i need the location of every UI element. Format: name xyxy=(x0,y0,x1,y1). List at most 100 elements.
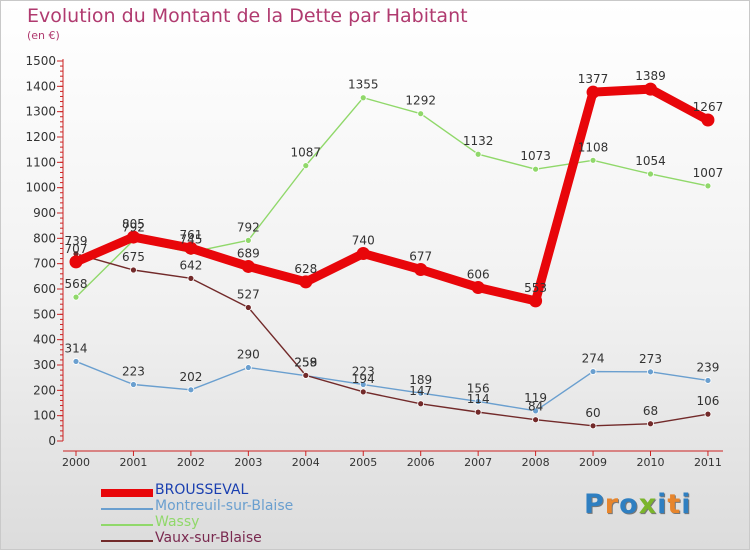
data-point-brousseval xyxy=(414,262,428,276)
y-tick-label: 1500 xyxy=(25,54,56,68)
y-tick-label: 800 xyxy=(33,231,56,245)
data-label-vaux-sur-blaise: 194 xyxy=(352,372,375,386)
data-point-montreuil-sur-blaise xyxy=(589,368,597,375)
data-label-montreuil-sur-blaise: 274 xyxy=(582,352,605,366)
data-label-brousseval: 805 xyxy=(122,217,145,231)
data-point-brousseval xyxy=(701,113,715,127)
data-label-wassy: 1355 xyxy=(348,78,379,92)
data-point-wassy xyxy=(359,94,367,102)
x-tick-label: 2006 xyxy=(407,456,435,469)
y-tick-label: 1400 xyxy=(25,79,56,93)
data-label-wassy: 568 xyxy=(65,277,88,291)
data-point-brousseval xyxy=(586,85,600,99)
data-point-vaux-sur-blaise xyxy=(532,416,539,424)
x-tick-label: 2001 xyxy=(119,456,147,469)
data-label-brousseval: 1267 xyxy=(693,100,724,114)
x-tick-label: 2005 xyxy=(349,456,377,469)
data-label-wassy: 745 xyxy=(179,232,202,246)
data-label-montreuil-sur-blaise: 223 xyxy=(352,365,375,379)
y-tick-label: 0 xyxy=(48,434,56,448)
legend-label: Vaux-sur-Blaise xyxy=(155,530,262,546)
data-label-wassy: 1132 xyxy=(463,134,494,148)
data-point-vaux-sur-blaise xyxy=(130,266,137,274)
data-label-brousseval: 761 xyxy=(179,228,202,242)
legend-swatch xyxy=(101,489,153,497)
data-point-wassy xyxy=(244,236,252,244)
data-label-wassy: 1073 xyxy=(520,149,551,163)
data-label-brousseval: 1377 xyxy=(578,72,609,86)
data-point-brousseval xyxy=(529,294,543,308)
data-labels: 707 805 761 689 628 740 677 606 553 1377 1389 1267 3… xyxy=(65,69,724,420)
logo-letter: o xyxy=(619,489,639,520)
x-tick-label: 2004 xyxy=(292,456,320,469)
data-point-montreuil-sur-blaise xyxy=(704,377,712,384)
data-label-brousseval: 707 xyxy=(65,242,88,256)
data-point-wassy xyxy=(704,182,712,190)
y-tick-label: 400 xyxy=(33,333,56,347)
data-label-montreuil-sur-blaise: 314 xyxy=(65,341,88,355)
data-label-vaux-sur-blaise: 739 xyxy=(65,234,88,248)
data-label-vaux-sur-blaise: 106 xyxy=(696,394,719,408)
x-tick-label: 2002 xyxy=(177,456,205,469)
data-point-montreuil-sur-blaise xyxy=(647,368,654,376)
data-point-montreuil-sur-blaise xyxy=(474,398,482,405)
chart-title: Evolution du Montant de la Dette par Hab… xyxy=(27,5,468,27)
data-point-vaux-sur-blaise xyxy=(704,410,712,418)
data-label-vaux-sur-blaise: 259 xyxy=(294,355,317,369)
data-point-vaux-sur-blaise xyxy=(589,422,597,430)
logo-letter: i xyxy=(681,489,692,520)
y-tick-label: 500 xyxy=(33,307,56,321)
data-point-brousseval xyxy=(126,230,140,244)
y-tick-label: 700 xyxy=(33,257,56,271)
y-tick-label: 1100 xyxy=(25,155,56,169)
legend-label: Montreuil-sur-Blaise xyxy=(155,498,294,514)
y-tick-label: 200 xyxy=(33,383,56,397)
data-label-montreuil-sur-blaise: 156 xyxy=(467,381,490,395)
data-point-wassy xyxy=(417,110,425,118)
data-label-wassy: 792 xyxy=(237,220,260,234)
data-point-vaux-sur-blaise xyxy=(187,274,195,282)
data-label-brousseval: 628 xyxy=(294,262,317,276)
series-line-wassy xyxy=(75,97,709,298)
data-point-montreuil-sur-blaise xyxy=(187,386,195,394)
data-label-montreuil-sur-blaise: 258 xyxy=(294,356,317,370)
data-label-wassy: 1108 xyxy=(578,140,609,154)
data-label-wassy: 1087 xyxy=(291,146,322,160)
data-point-brousseval xyxy=(241,259,255,273)
y-tick-label: 1000 xyxy=(25,181,56,195)
data-label-montreuil-sur-blaise: 202 xyxy=(179,370,202,384)
data-point-montreuil-sur-blaise xyxy=(532,407,539,415)
data-label-vaux-sur-blaise: 527 xyxy=(237,287,260,301)
data-label-montreuil-sur-blaise: 119 xyxy=(524,391,547,405)
logo-letter: i xyxy=(657,489,668,520)
data-label-montreuil-sur-blaise: 223 xyxy=(122,365,145,379)
data-label-brousseval: 689 xyxy=(237,246,260,260)
data-point-wassy xyxy=(589,156,597,164)
logo-letter: P xyxy=(584,489,605,520)
y-tick-label: 1300 xyxy=(25,105,56,119)
data-point-brousseval xyxy=(644,82,657,96)
data-label-montreuil-sur-blaise: 239 xyxy=(696,360,719,374)
logo-letter: r xyxy=(604,489,620,520)
data-label-wassy: 792 xyxy=(122,220,145,234)
data-label-vaux-sur-blaise: 84 xyxy=(528,400,543,414)
data-label-vaux-sur-blaise: 60 xyxy=(585,406,600,420)
legend-swatch xyxy=(101,508,153,510)
data-label-brousseval: 677 xyxy=(409,249,432,263)
x-tick-label: 2007 xyxy=(464,456,492,469)
data-label-brousseval: 1389 xyxy=(635,69,666,83)
y-tick-label: 1200 xyxy=(25,130,56,144)
data-label-montreuil-sur-blaise: 290 xyxy=(237,348,260,362)
data-point-brousseval xyxy=(184,241,198,255)
data-point-vaux-sur-blaise xyxy=(647,420,654,428)
logo-letter: t xyxy=(667,489,682,520)
series-layer xyxy=(69,82,715,430)
data-point-wassy xyxy=(647,170,654,178)
y-tick-label: 900 xyxy=(33,206,56,220)
data-point-montreuil-sur-blaise xyxy=(72,358,80,365)
chart-axes: 0 100 200 300 400 500 600 700 800 900 1000 1100 1200… xyxy=(25,54,723,469)
data-label-montreuil-sur-blaise: 273 xyxy=(639,352,662,366)
data-point-montreuil-sur-blaise xyxy=(417,389,425,397)
